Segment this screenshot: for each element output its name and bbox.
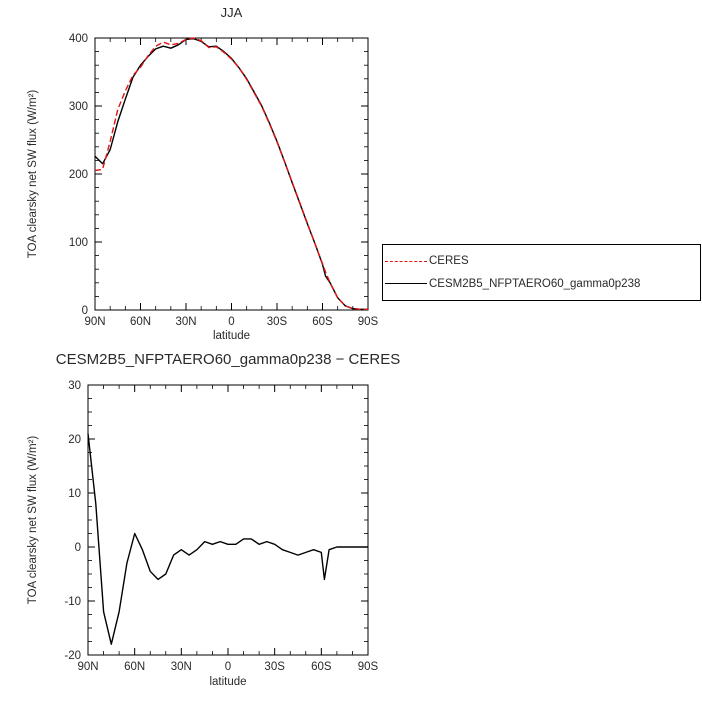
x-tick-label: 90S [358, 316, 379, 328]
x-tick-label: 0 [225, 661, 231, 673]
y-tick-label: 100 [69, 237, 88, 249]
y-tick-label: 0 [75, 542, 81, 554]
top-chart-canvas: 90N 60N 30N 0 30S 60S 90S 0 100 200 300 400 [69, 33, 379, 328]
plot-frame [94, 37, 369, 311]
x-tick-label: 60N [130, 316, 151, 328]
x-tick-label: 30S [267, 316, 288, 328]
series-line-CESM2B5_NFPTAERO60_gamma0p238 − CERES [87, 433, 368, 645]
x-tick-label: 90N [77, 661, 98, 673]
legend-label-ceres: CERES [429, 255, 469, 268]
plot-frame [87, 384, 369, 656]
x-tick-label: 30N [175, 316, 196, 328]
y-tick-label: 0 [82, 305, 88, 317]
ceres-dashed-line-sample [385, 260, 427, 262]
legend-label-model: CESM2B5_NFPTAERO60_gamma0p238 [429, 277, 641, 290]
x-tick-label: 60S [312, 316, 333, 328]
legend-item-model: CESM2B5_NFPTAERO60_gamma0p238 [385, 278, 698, 290]
series-line-CESM2B5_NFPTAERO60_gamma0p238 [94, 38, 368, 310]
y-tick-label: -10 [64, 596, 81, 608]
bottom-chart-canvas: 90N 60N 30N 0 30S 60S 90S -20 -10 0 10 20 30 [64, 380, 379, 673]
y-tick-label: 300 [69, 101, 88, 113]
bottom-chart-title: CESM2B5_NFPTAERO60_gamma0p238 − CERES [55, 351, 401, 368]
top-chart-title: JJA [220, 5, 243, 20]
x-tick-label: 90S [358, 661, 379, 673]
x-tick-label: 30N [171, 661, 192, 673]
x-tick-label: 60N [124, 661, 145, 673]
legend-item-ceres: CERES [385, 255, 698, 267]
x-tick-label: 90N [84, 316, 105, 328]
y-tick-label: 30 [68, 380, 81, 392]
y-tick-label: 10 [68, 488, 81, 500]
x-tick-label: 60S [311, 661, 332, 673]
bottom-chart-xlabel: latitude [209, 676, 247, 688]
y-tick-label: 20 [68, 434, 81, 446]
bottom-chart-ylabel: TOA clearsky net SW flux (W/m²) [27, 435, 39, 605]
y-tick-label: 400 [69, 33, 88, 45]
top-chart-ylabel: TOA clearsky net SW flux (W/m²) [27, 89, 39, 259]
y-tick-label: -20 [64, 650, 81, 662]
model-solid-line-sample [385, 283, 427, 285]
legend: CERES CESM2B5_NFPTAERO60_gamma0p238 [382, 244, 701, 301]
series-line-CERES [94, 37, 368, 310]
top-chart-xlabel: latitude [212, 330, 251, 342]
x-tick-label: 0 [228, 316, 234, 328]
y-tick-label: 200 [69, 169, 88, 181]
x-tick-label: 30S [264, 661, 285, 673]
